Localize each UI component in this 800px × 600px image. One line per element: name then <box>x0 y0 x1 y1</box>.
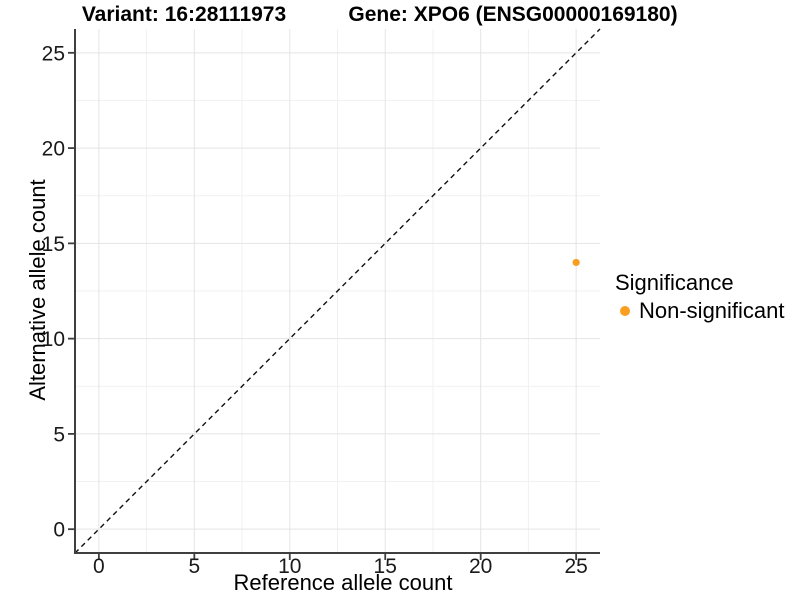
identity-dashed-line <box>74 28 601 554</box>
legend-item-label: Non-significant <box>639 298 785 324</box>
x-tick-label: 20 <box>469 555 492 578</box>
x-tick-label: 0 <box>93 555 105 578</box>
gene-title: Gene: XPO6 (ENSG00000169180) <box>348 3 678 26</box>
x-axis-title: Reference allele count <box>233 570 453 595</box>
y-tick-label: 25 <box>42 42 65 65</box>
x-tick-label: 15 <box>374 555 397 578</box>
y-tick-label: 15 <box>42 233 65 256</box>
data-point <box>572 258 580 267</box>
x-tick-label: 10 <box>278 555 301 578</box>
y-axis-title: Alternative allele count <box>25 179 50 401</box>
y-tick-label: 0 <box>53 519 65 542</box>
legend-item: Non-significant <box>615 298 785 324</box>
legend: Significance Non-significant <box>615 270 785 324</box>
y-tick-label: 20 <box>42 138 65 161</box>
legend-title: Significance <box>615 270 734 295</box>
x-tick-label: 25 <box>564 555 587 578</box>
y-tick-label: 5 <box>53 423 65 446</box>
x-tick-label: 5 <box>188 555 200 578</box>
variant-title: Variant: 16:28111973 <box>81 3 287 26</box>
y-tick-label: 10 <box>42 328 65 351</box>
legend-point-icon <box>620 306 630 317</box>
